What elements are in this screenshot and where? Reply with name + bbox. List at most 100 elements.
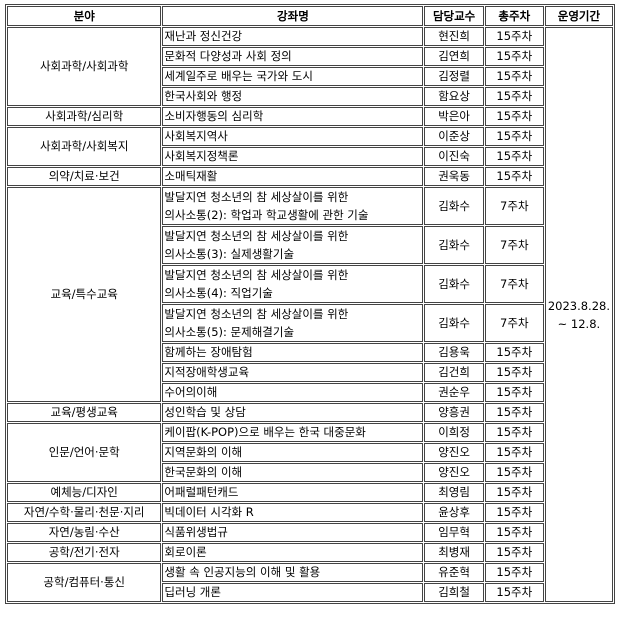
period-line: 2023.8.28. [547,298,610,313]
course-name-line: 문화적 다양성과 사회 정의 [164,49,292,63]
field-cell: 자연/수학·물리·천문·지리 [7,503,162,522]
professor-cell: 김건희 [424,363,484,382]
table-row: 사회과학/사회복지 사회복지역사 이준상 15주차 [7,127,613,166]
professor-cell: 김희철 [424,583,484,602]
weeks-cell: 7주차 [484,304,544,342]
course-name-cell: 발달지연 청소년의 참 세상살이를 위한 의사소통(3): 실제생활기술 [162,226,424,264]
course-name-cell: 발달지연 청소년의 참 세상살이를 위한 의사소통(4): 직업기술 [162,265,424,303]
weeks-cell: 15주차 [484,67,544,86]
weeks-cell: 15주차 [484,343,544,362]
table-row: 문화적 다양성과 사회 정의 김연희 15주차 [7,47,613,66]
course-name-cell: 사회복지정책론 [162,147,424,166]
field-cell: 사회과학/사회복지 [7,127,162,166]
course-name-cell: 식품위생법규 [162,523,424,542]
course-name-line: 케이팝(K-POP)으로 배우는 한국 대중문화 [164,425,366,439]
field-cell: 교육/평생교육 [7,403,162,422]
weeks-cell: 15주차 [484,27,544,46]
header-row: 분야 강좌명 담당교수 총주차 운영기간 [7,6,613,26]
weeks-cell: 15주차 [484,523,544,542]
header-weeks: 총주차 [484,6,544,26]
course-name-line: 지적장애학생교육 [164,365,250,379]
table-row: 발달지연 청소년의 참 세상살이를 위한 의사소통(5): 문제해결기술 김화수 7주… [7,304,613,342]
professor-cell: 함요상 [424,87,484,106]
course-name-line: 소매틱재활 [164,169,218,183]
table-row: 발달지연 청소년의 참 세상살이를 위한 의사소통(3): 실제생활기술 김화수 7주… [7,226,613,264]
course-name-cell: 케이팝(K-POP)으로 배우는 한국 대중문화 [162,423,424,442]
professor-cell: 김연희 [424,47,484,66]
course-name-cell: 성인학습 및 상담 [162,403,424,422]
professor-cell: 김정렬 [424,67,484,86]
weeks-cell: 15주차 [484,463,544,482]
course-name-cell: 소매틱재활 [162,167,424,186]
table-row: 발달지연 청소년의 참 세상살이를 위한 의사소통(4): 직업기술 김화수 7주차 [7,265,613,303]
course-name-cell: 지역문화의 이해 [162,443,424,462]
weeks-cell: 15주차 [484,147,544,166]
field-cell: 교육/특수교육 [7,187,162,402]
weeks-cell: 15주차 [484,363,544,382]
table-row: 자연/수학·물리·천문·지리 빅데이터 시각화 R 윤상후 15주차 [7,503,613,522]
professor-cell: 양진오 [424,463,484,482]
table-row: 수어의이해 권순우 15주차 [7,383,613,402]
table-row: 교육/평생교육 성인학습 및 상담 양흥권 15주차 [7,403,613,422]
weeks-cell: 15주차 [484,563,544,582]
course-name-line: 의사소통(5): 문제해결기술 [164,325,295,339]
weeks-cell: 15주차 [484,87,544,106]
field-cell: 예체능/디자인 [7,483,162,502]
table-row: 한국사회와 행정 함요상 15주차 [7,87,613,106]
course-name-line: 식품위생법규 [164,525,228,539]
course-name-line: 발달지연 청소년의 참 세상살이를 위한 [164,229,349,243]
professor-cell: 박은아 [424,107,484,126]
course-name-line: 지역문화의 이해 [164,445,243,459]
field-cell: 공학/전기·전자 [7,543,162,562]
table-row: 사회과학/심리학 소비자행동의 심리학 박은아 15주차 [7,107,613,126]
weeks-cell: 15주차 [484,483,544,502]
field-cell: 인문/언어·문학 [7,423,162,482]
course-name-line: 한국사회와 행정 [164,89,243,103]
course-name-line: 어패럴패턴캐드 [164,485,239,499]
weeks-cell: 15주차 [484,443,544,462]
table-row: 사회복지정책론 이진숙 15주차 [7,147,613,166]
course-name-cell: 한국사회와 행정 [162,87,424,106]
field-cell: 자연/농림·수산 [7,523,162,542]
professor-cell: 김화수 [424,187,484,225]
course-name-line: 회로이론 [164,545,207,559]
table-row: 세계일주로 배우는 국가와 도시 김정렬 15주차 [7,67,613,86]
course-name-line: 세계일주로 배우는 국가와 도시 [164,69,313,83]
header-professor: 담당교수 [424,6,484,26]
professor-cell: 임무혁 [424,523,484,542]
course-name-cell: 세계일주로 배우는 국가와 도시 [162,67,424,86]
field-cell: 공학/컴퓨터·통신 [7,563,162,602]
course-name-line: 빅데이터 시각화 R [164,505,254,519]
course-name-line: 의사소통(4): 직업기술 [164,286,273,300]
course-name-line: 수어의이해 [164,385,218,399]
table-row: 교육/특수교육 발달지연 청소년의 참 세상살이를 위한 의사소통(2): 학업과 … [7,187,613,402]
field-cell: 사회과학/심리학 [7,107,162,126]
professor-cell: 김화수 [424,265,484,303]
header-period: 운영기간 [544,6,613,26]
course-name-cell: 빅데이터 시각화 R [162,503,424,522]
table-row: 공학/컴퓨터·통신 생활 속 인공지능의 이해 및 활용 유준혁 15주차 [7,563,613,602]
table-row: 인문/언어·문학 케이팝(K-POP)으로 배우는 한국 대중문화 이희정 15주차 [7,423,613,482]
course-name-cell: 사회복지역사 [162,127,424,146]
header-course: 강좌명 [162,6,424,26]
weeks-cell: 15주차 [484,543,544,562]
professor-cell: 윤상후 [424,503,484,522]
professor-cell: 권순우 [424,383,484,402]
course-name-cell: 함께하는 장애탐험 [162,343,424,362]
weeks-cell: 7주차 [484,265,544,303]
weeks-cell: 15주차 [484,383,544,402]
weeks-cell: 7주차 [484,226,544,264]
table-row: 지적장애학생교육 김건희 15주차 [7,363,613,382]
professor-cell: 이준상 [424,127,484,146]
table-row: 함께하는 장애탐험 김용욱 15주차 [7,343,613,362]
course-name-line: 사회복지정책론 [164,149,239,163]
course-name-line: 생활 속 인공지능의 이해 및 활용 [164,565,321,579]
course-name-line: 사회복지역사 [164,129,228,143]
course-name-cell: 한국문화의 이해 [162,463,424,482]
weeks-cell: 15주차 [484,47,544,66]
course-name-line: 함께하는 장애탐험 [164,345,253,359]
period-line: ~ 12.8. [557,316,601,331]
course-name-line: 발달지연 청소년의 참 세상살이를 위한 [164,190,349,204]
course-name-line: 소비자행동의 심리학 [164,109,264,123]
weeks-cell: 15주차 [484,423,544,442]
